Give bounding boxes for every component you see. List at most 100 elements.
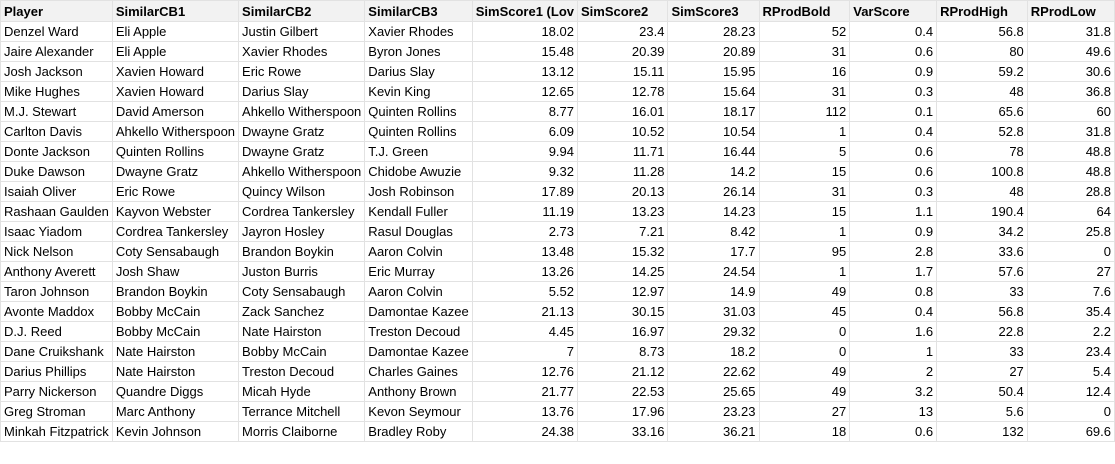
table-cell[interactable]: 49 (758, 281, 851, 302)
table-cell[interactable]: Bradley Roby (364, 421, 473, 442)
table-cell[interactable]: 49 (758, 381, 851, 402)
table-cell[interactable]: 31 (758, 181, 851, 202)
table-cell[interactable]: Cordrea Tankersley (238, 201, 366, 222)
table-cell[interactable]: 48 (936, 181, 1028, 202)
table-cell[interactable]: 17.7 (667, 241, 760, 262)
table-cell[interactable]: Greg Stroman (0, 401, 113, 422)
table-cell[interactable]: 78 (936, 141, 1028, 162)
table-cell[interactable]: 26.14 (667, 181, 760, 202)
table-cell[interactable]: 12.65 (471, 81, 579, 102)
table-cell[interactable]: 1 (758, 261, 851, 282)
table-cell[interactable]: Kevin King (364, 81, 473, 102)
table-cell[interactable]: Nick Nelson (0, 241, 113, 262)
table-cell[interactable]: Darius Phillips (0, 361, 113, 382)
table-cell[interactable]: 8.42 (667, 221, 760, 242)
table-cell[interactable]: 60 (1026, 101, 1115, 122)
column-header[interactable]: SimilarCB1 (111, 0, 240, 22)
table-cell[interactable]: 22.62 (667, 361, 760, 382)
table-cell[interactable]: 29.32 (667, 321, 760, 342)
table-cell[interactable]: 13.23 (576, 201, 669, 222)
table-cell[interactable]: Xavier Rhodes (364, 21, 473, 42)
table-cell[interactable]: T.J. Green (364, 141, 473, 162)
table-cell[interactable]: 0.6 (849, 421, 938, 442)
table-cell[interactable]: 17.96 (576, 401, 669, 422)
table-cell[interactable]: 18.2 (667, 341, 760, 362)
table-cell[interactable]: Coty Sensabaugh (238, 281, 366, 302)
table-cell[interactable]: Juston Burris (238, 261, 366, 282)
table-cell[interactable]: 7.21 (576, 221, 669, 242)
table-cell[interactable]: Aaron Colvin (364, 281, 473, 302)
table-cell[interactable]: 0 (1026, 241, 1115, 262)
table-cell[interactable]: 0.4 (849, 21, 938, 42)
table-cell[interactable]: Eric Murray (364, 261, 473, 282)
column-header[interactable]: RProdLow (1026, 0, 1115, 22)
table-cell[interactable]: Brandon Boykin (111, 281, 240, 302)
table-cell[interactable]: 0.6 (849, 41, 938, 62)
table-cell[interactable]: 0.9 (849, 221, 938, 242)
table-cell[interactable]: 48.8 (1026, 161, 1115, 182)
table-cell[interactable]: Nate Hairston (238, 321, 366, 342)
table-cell[interactable]: Xavier Rhodes (238, 41, 366, 62)
table-cell[interactable]: Dwayne Gratz (238, 141, 366, 162)
table-cell[interactable]: 69.6 (1026, 421, 1115, 442)
table-cell[interactable]: 33.6 (936, 241, 1028, 262)
table-cell[interactable]: 24.38 (471, 421, 579, 442)
table-cell[interactable]: 10.54 (667, 121, 760, 142)
table-cell[interactable]: 5.6 (936, 401, 1028, 422)
table-cell[interactable]: Rasul Douglas (364, 221, 473, 242)
table-cell[interactable]: 12.76 (471, 361, 579, 382)
table-cell[interactable]: Rashaan Gaulden (0, 201, 113, 222)
table-cell[interactable]: 65.6 (936, 101, 1028, 122)
table-cell[interactable]: 15.32 (576, 241, 669, 262)
table-cell[interactable]: 23.4 (576, 21, 669, 42)
table-cell[interactable]: 31.03 (667, 301, 760, 322)
table-cell[interactable]: Chidobe Awuzie (364, 161, 473, 182)
column-header[interactable]: SimilarCB3 (364, 0, 473, 22)
table-cell[interactable]: Brandon Boykin (238, 241, 366, 262)
table-cell[interactable]: 2.2 (1026, 321, 1115, 342)
table-cell[interactable]: 20.89 (667, 41, 760, 62)
table-cell[interactable]: 34.2 (936, 221, 1028, 242)
table-cell[interactable]: Treston Decoud (238, 361, 366, 382)
table-cell[interactable]: David Amerson (111, 101, 240, 122)
table-cell[interactable]: 35.4 (1026, 301, 1115, 322)
table-cell[interactable]: 190.4 (936, 201, 1028, 222)
table-cell[interactable]: 5 (758, 141, 851, 162)
table-cell[interactable]: Eric Rowe (111, 181, 240, 202)
table-cell[interactable]: 25.65 (667, 381, 760, 402)
table-cell[interactable]: 12.97 (576, 281, 669, 302)
table-cell[interactable]: Kendall Fuller (364, 201, 473, 222)
table-cell[interactable]: 30.6 (1026, 61, 1115, 82)
table-cell[interactable]: 0 (758, 321, 851, 342)
table-cell[interactable]: Zack Sanchez (238, 301, 366, 322)
table-cell[interactable]: Bobby McCain (111, 321, 240, 342)
table-cell[interactable]: Minkah Fitzpatrick (0, 421, 113, 442)
table-cell[interactable]: 21.12 (576, 361, 669, 382)
table-cell[interactable]: Quinten Rollins (111, 141, 240, 162)
table-cell[interactable]: 16.01 (576, 101, 669, 122)
table-cell[interactable]: 64 (1026, 201, 1115, 222)
table-cell[interactable]: Marc Anthony (111, 401, 240, 422)
column-header[interactable]: RProdHigh (936, 0, 1028, 22)
table-cell[interactable]: 45 (758, 301, 851, 322)
column-header[interactable]: SimScore2 (576, 0, 669, 22)
table-cell[interactable]: Justin Gilbert (238, 21, 366, 42)
table-cell[interactable]: 13 (849, 401, 938, 422)
table-cell[interactable]: Kevin Johnson (111, 421, 240, 442)
table-cell[interactable]: 49 (758, 361, 851, 382)
table-cell[interactable]: Carlton Davis (0, 121, 113, 142)
table-cell[interactable]: 1 (849, 341, 938, 362)
table-cell[interactable]: 49.6 (1026, 41, 1115, 62)
table-cell[interactable]: 27 (936, 361, 1028, 382)
table-cell[interactable]: Aaron Colvin (364, 241, 473, 262)
table-cell[interactable]: 6.09 (471, 121, 579, 142)
table-cell[interactable]: 50.4 (936, 381, 1028, 402)
table-cell[interactable]: Xavien Howard (111, 81, 240, 102)
table-cell[interactable]: Josh Jackson (0, 61, 113, 82)
table-cell[interactable]: 52 (758, 21, 851, 42)
table-cell[interactable]: 5.52 (471, 281, 579, 302)
table-cell[interactable]: Avonte Maddox (0, 301, 113, 322)
table-cell[interactable]: 112 (758, 101, 851, 122)
table-cell[interactable]: 24.54 (667, 261, 760, 282)
table-cell[interactable]: Denzel Ward (0, 21, 113, 42)
